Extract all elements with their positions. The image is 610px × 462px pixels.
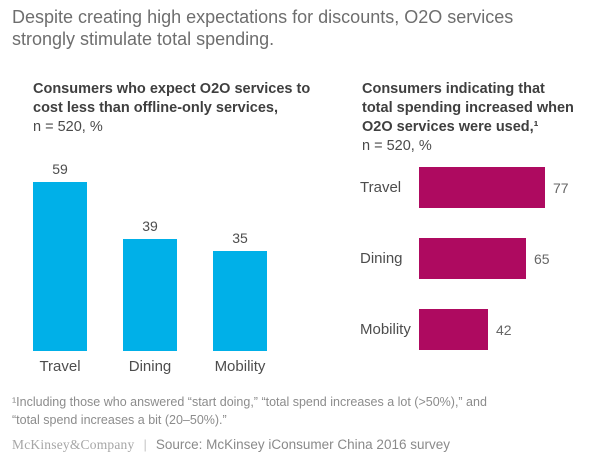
hbar	[419, 167, 545, 208]
horizontal-bar-chart: Travel 77 Dining 65 Mobility 42	[360, 167, 610, 380]
left-chart-heading: Consumers who expect O2O services to cost…	[33, 80, 310, 137]
vbar-group-mobility: 35 Mobility	[213, 160, 267, 375]
hbar-group-travel: Travel 77	[360, 167, 610, 208]
vbar	[123, 239, 177, 351]
hbar-category-label: Dining	[360, 250, 403, 267]
left-chart-heading-lines: Consumers who expect O2O services to cost…	[33, 80, 310, 118]
hbar	[419, 309, 488, 350]
right-chart-heading-line: total spending increased when	[362, 100, 574, 116]
left-chart-sample-size: n = 520, %	[33, 119, 103, 135]
left-chart-heading-line: Consumers who expect O2O services to	[33, 81, 311, 97]
hbar-group-dining: Dining 65	[360, 238, 610, 279]
exhibit-title-line: strongly stimulate total spending.	[12, 29, 275, 49]
footer-separator: |	[143, 437, 147, 452]
vbar-group-travel: 59 Travel	[33, 160, 87, 375]
hbar-group-mobility: Mobility 42	[360, 309, 610, 350]
hbar-value-label: 42	[496, 321, 512, 338]
footnote-line: “total spend increases a bit (20–50%).”	[12, 413, 227, 427]
vbar-value-label: 59	[52, 161, 68, 177]
vbar-value-label: 39	[142, 218, 158, 234]
hbar-value-label: 77	[553, 179, 569, 196]
footnote-line: ¹Including those who answered “start doi…	[12, 395, 487, 409]
exhibit-title: Despite creating high expectations for d…	[12, 6, 604, 50]
right-chart-heading: Consumers indicating that total spending …	[362, 80, 574, 156]
mckinsey-wordmark: McKinsey&Company	[12, 437, 135, 452]
right-chart-sample-size: n = 520, %	[362, 138, 432, 154]
vertical-bar-chart: 59 Travel 39 Dining 35 Mobility	[33, 160, 273, 375]
right-chart-heading-line: O2O services were used,¹	[362, 119, 539, 135]
source-line: Source: McKinsey iConsumer China 2016 su…	[155, 437, 450, 452]
left-chart-heading-line: cost less than offline-only services,	[33, 100, 278, 116]
hbar-category-label: Mobility	[360, 321, 411, 338]
right-chart-heading-line: Consumers indicating that	[362, 81, 545, 97]
vbar	[213, 251, 267, 351]
footer: McKinsey&Company | Source: McKinsey iCon…	[12, 437, 450, 453]
vbar-category-label: Mobility	[214, 358, 266, 375]
vbar-value-label: 35	[232, 230, 248, 246]
hbar-value-label: 65	[534, 250, 550, 267]
hbar	[419, 238, 526, 279]
right-chart-heading-lines: Consumers indicating that total spending …	[362, 80, 574, 137]
hbar-category-label: Travel	[360, 179, 402, 196]
vbar-category-label: Travel	[39, 358, 81, 375]
exhibit-title-line: Despite creating high expectations for d…	[12, 7, 514, 27]
vbar-category-label: Dining	[128, 358, 172, 375]
vbar-group-dining: 39 Dining	[123, 160, 177, 375]
vbar	[33, 182, 87, 351]
footnote: ¹Including those who answered “start doi…	[12, 393, 487, 429]
